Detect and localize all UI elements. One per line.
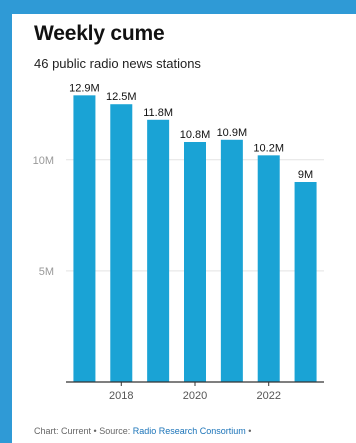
- x-tick-label: 2022: [256, 390, 280, 402]
- chart-credit: Chart: Current: [34, 426, 92, 436]
- chart-subtitle: 46 public radio news stations: [34, 56, 201, 71]
- bar-data-label: 10.8M: [180, 129, 211, 141]
- footer-separator: •: [91, 426, 100, 436]
- bar: [220, 139, 243, 382]
- bar-data-label: 11.8M: [143, 107, 173, 119]
- chart-title: Weekly cume: [34, 22, 165, 45]
- bar-data-label: 12.9M: [69, 82, 100, 94]
- chart-card: Weekly cume 46 public radio news station…: [12, 14, 356, 443]
- x-tick-label: 2018: [109, 390, 133, 402]
- bar: [110, 104, 133, 382]
- bar-data-label: 10.9M: [217, 127, 248, 139]
- bar-data-label: 9M: [298, 169, 313, 181]
- bar-data-label: 12.5M: [106, 91, 137, 103]
- source-link[interactable]: Radio Research Consortium: [132, 426, 246, 436]
- bar: [147, 119, 170, 383]
- source-prefix: Source:: [99, 426, 133, 436]
- bar: [257, 155, 280, 382]
- x-tick-label: 2020: [183, 390, 207, 402]
- y-tick-label: 5M: [39, 266, 54, 278]
- y-tick-label: 10M: [33, 155, 54, 167]
- bar: [73, 95, 96, 382]
- footer-separator-end: •: [245, 426, 252, 436]
- bar-chart: 12.9M 12.5M 11.8M 10.8M 10.9M 10.2M 9M 5M 10M 20…: [33, 82, 324, 402]
- chart-footer: Chart: Current • Source: Radio Research …: [34, 426, 251, 436]
- bar: [294, 182, 317, 382]
- bar: [184, 142, 206, 382]
- bar-data-label: 10.2M: [253, 142, 284, 154]
